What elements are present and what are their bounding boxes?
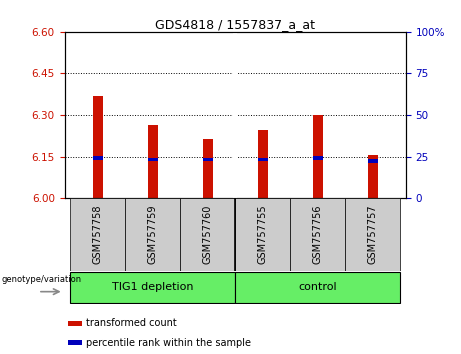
Text: GSM757755: GSM757755 <box>258 205 268 264</box>
Bar <box>203 139 213 198</box>
Bar <box>70 273 235 303</box>
Bar <box>203 158 213 161</box>
Bar <box>345 198 400 271</box>
Text: percentile rank within the sample: percentile rank within the sample <box>86 338 251 348</box>
Bar <box>235 198 290 271</box>
Bar <box>93 156 102 160</box>
Bar <box>368 159 378 162</box>
Text: GSM757760: GSM757760 <box>202 205 213 264</box>
Text: GSM757757: GSM757757 <box>368 205 378 264</box>
Bar <box>258 130 267 198</box>
Bar <box>258 158 267 161</box>
Text: control: control <box>298 282 337 292</box>
Bar <box>180 198 235 271</box>
Bar <box>148 125 158 198</box>
Bar <box>69 321 82 326</box>
Text: GSM757756: GSM757756 <box>313 205 323 264</box>
Bar <box>235 273 400 303</box>
Bar <box>290 198 345 271</box>
Bar <box>313 115 323 198</box>
Bar <box>148 158 158 161</box>
Text: TIG1 depletion: TIG1 depletion <box>112 282 193 292</box>
Text: GSM757759: GSM757759 <box>148 205 158 264</box>
Text: GSM757758: GSM757758 <box>93 205 102 264</box>
Bar <box>69 340 82 345</box>
Text: transformed count: transformed count <box>86 318 177 328</box>
Text: genotype/variation: genotype/variation <box>1 275 82 284</box>
Bar <box>313 156 323 160</box>
Bar <box>125 198 180 271</box>
Bar <box>368 155 378 198</box>
Title: GDS4818 / 1557837_a_at: GDS4818 / 1557837_a_at <box>155 18 315 31</box>
Bar <box>70 198 125 271</box>
Bar <box>93 96 102 198</box>
